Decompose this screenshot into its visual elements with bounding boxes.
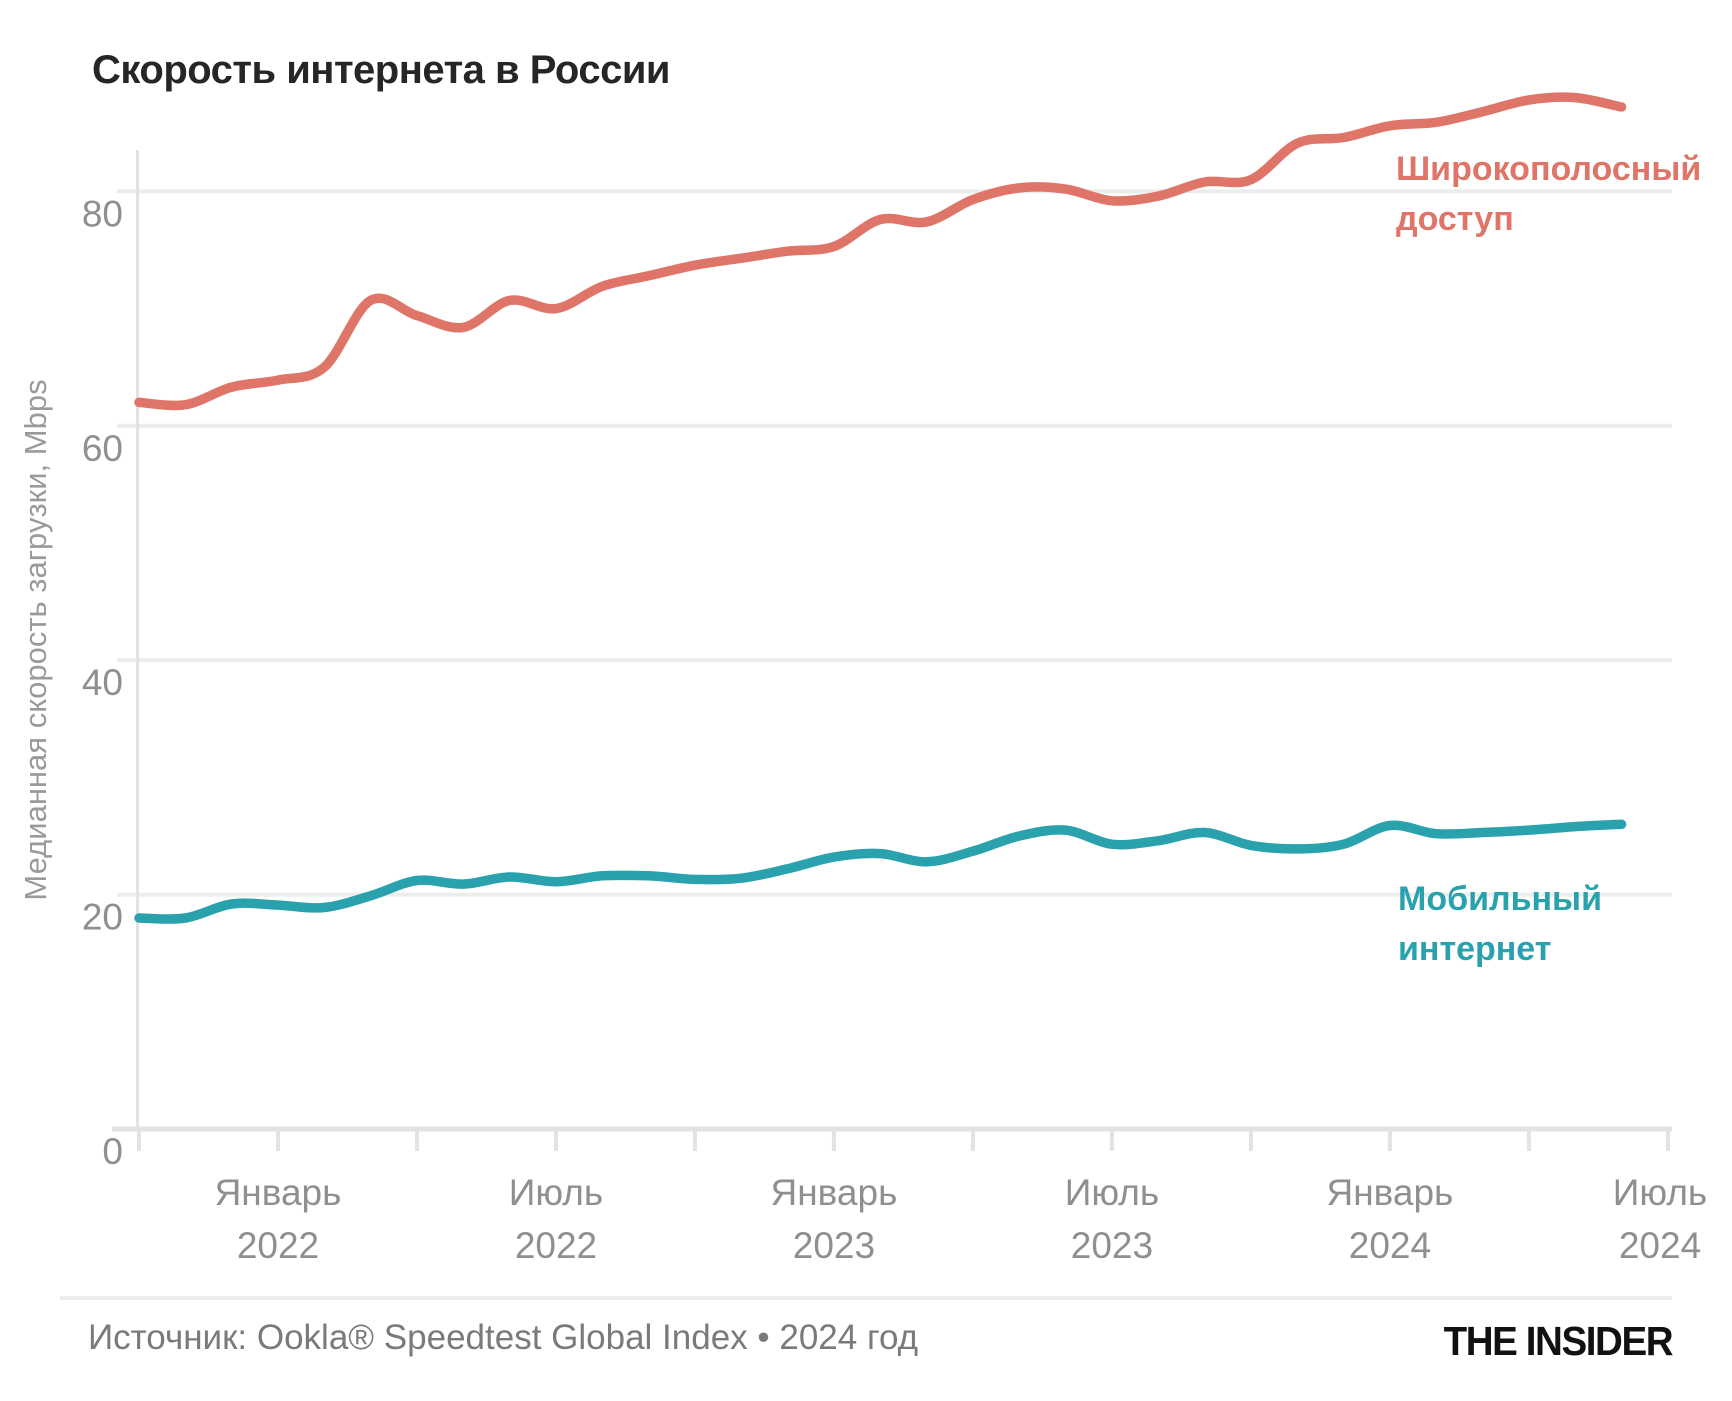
footer-divider [60,1296,1672,1300]
x-tick-label-month: Январь [771,1172,898,1213]
x-tick-label-year: 2024 [1349,1225,1431,1266]
y-tick-label: 40 [82,662,123,703]
line-chart: 0 20 40 60 80 Январь 2022 Июль 2022 Январь 2023 Июл… [18,92,1708,1266]
x-tick-label-year: 2023 [793,1225,875,1266]
series-line-broadband [134,92,1627,411]
x-tick-labels: Январь 2022 Июль 2022 Январь 2023 Июль 2023 Янва… [215,1172,1708,1266]
y-tick-label: 20 [82,897,123,938]
series-line-mobile [134,819,1627,924]
x-tick-label-year: 2022 [237,1225,319,1266]
source-note: Источник: Ookla® Speedtest Global Index … [88,1318,919,1357]
y-axis-title: Медианная скорость загрузки, Mbps [18,379,53,900]
x-tick-label-month: Июль [1613,1172,1707,1213]
x-tick-label-year: 2024 [1619,1225,1701,1266]
y-tick-labels: 0 20 40 60 80 [82,193,123,1172]
label-mobile-line: интернет [1398,930,1551,968]
y-tick-label: 0 [102,1131,123,1172]
label-broadband-line: доступ [1396,200,1514,238]
x-tick-label-year: 2023 [1071,1225,1153,1266]
page-title: Скорость интернета в России [92,48,671,92]
y-tick-label: 80 [82,193,123,234]
label-broadband-line: Широкополосный [1396,150,1701,188]
x-tick-label-month: Январь [215,1172,342,1213]
label-mobile-line: Мобильный [1398,880,1602,918]
label-mobile: Мобильный интернет [1398,880,1602,968]
label-broadband: Широкополосный доступ [1396,150,1701,238]
x-tick-label-month: Июль [1065,1172,1159,1213]
x-ticks [137,1129,1670,1151]
x-tick-label-month: Январь [1326,1172,1453,1213]
x-tick-label-month: Июль [509,1172,603,1213]
chart-canvas: 0 20 40 60 80 Январь 2022 Июль 2022 Январь 2023 Июл… [18,92,1708,1266]
logo-the-insider: THE INSIDER [1443,1318,1673,1364]
x-tick-label-year: 2022 [515,1225,597,1266]
y-tick-label: 60 [82,428,123,469]
